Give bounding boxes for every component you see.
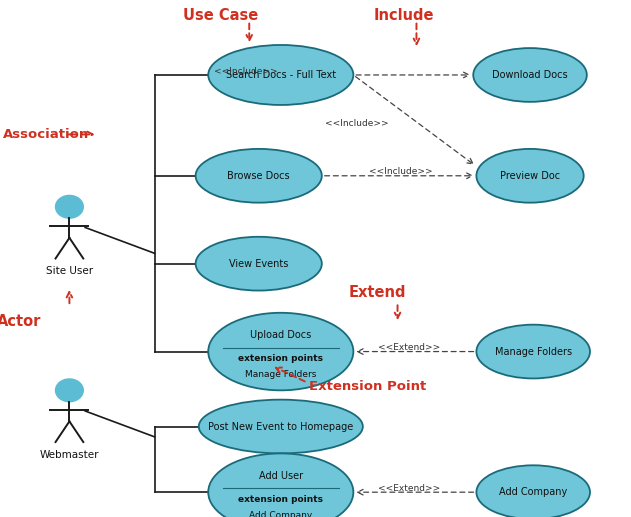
Text: Association: Association [3, 128, 90, 141]
Text: <<Include>>: <<Include>> [215, 67, 278, 76]
Ellipse shape [196, 149, 322, 203]
Text: <<Extend>>: <<Extend>> [378, 343, 440, 352]
Text: Webmaster: Webmaster [40, 450, 99, 460]
Circle shape [56, 195, 83, 218]
Ellipse shape [196, 237, 322, 291]
Text: Extension Point: Extension Point [309, 380, 427, 393]
Text: Download Docs: Download Docs [492, 70, 568, 80]
Text: View Events: View Events [229, 258, 288, 269]
Text: Add Company: Add Company [249, 511, 312, 517]
Text: extension points: extension points [239, 495, 323, 504]
Text: Add Company: Add Company [499, 487, 567, 497]
Text: Manage Folders: Manage Folders [245, 370, 317, 379]
Text: Use Case: Use Case [183, 8, 259, 23]
Text: Include: Include [374, 8, 434, 23]
Text: Post New Event to Homepage: Post New Event to Homepage [208, 421, 353, 432]
Text: Actor: Actor [0, 314, 41, 329]
Text: Search Docs - Full Text: Search Docs - Full Text [226, 70, 336, 80]
Ellipse shape [208, 453, 353, 517]
Text: <<Include>>: <<Include>> [325, 118, 388, 128]
Text: <<Extend>>: <<Extend>> [378, 484, 440, 493]
Text: extension points: extension points [239, 354, 323, 363]
Text: Manage Folders: Manage Folders [495, 346, 572, 357]
Circle shape [56, 379, 83, 402]
Text: Browse Docs: Browse Docs [227, 171, 290, 181]
Ellipse shape [476, 465, 590, 517]
Text: <<Include>>: <<Include>> [369, 167, 432, 176]
Text: Site User: Site User [46, 266, 93, 276]
Ellipse shape [208, 313, 353, 390]
Ellipse shape [199, 400, 363, 453]
Text: Add User: Add User [259, 471, 303, 481]
Ellipse shape [473, 48, 587, 102]
Ellipse shape [208, 45, 353, 105]
Text: Extend: Extend [348, 284, 406, 300]
Ellipse shape [476, 149, 584, 203]
Ellipse shape [476, 325, 590, 378]
Text: Preview Doc: Preview Doc [500, 171, 560, 181]
Text: Upload Docs: Upload Docs [250, 330, 312, 340]
